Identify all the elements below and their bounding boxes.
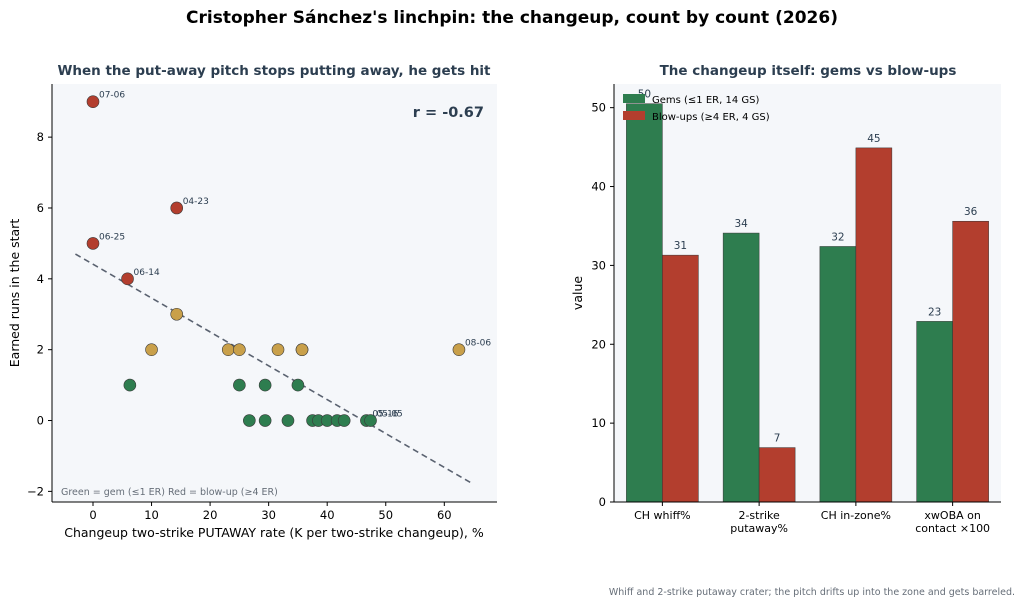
scatter-panel: When the put-away pitch stops putting aw…	[7, 63, 497, 540]
bar-title: The changeup itself: gems vs blow-ups	[660, 63, 957, 79]
scatter-point-blowup	[86, 95, 100, 109]
scatter-point-gem	[258, 378, 272, 392]
scatter-point-gem	[281, 414, 295, 427]
scatter-x-tick-label: 50	[378, 508, 393, 522]
scatter-legend-note: Green = gem (≤1 ER) Red = blow-up (≥4 ER…	[61, 487, 278, 498]
bar-gem	[819, 246, 857, 503]
bar-blowup	[855, 147, 893, 503]
bar-gem	[722, 232, 760, 503]
scatter-trend-line	[75, 253, 474, 485]
scatter-point-gem	[337, 414, 351, 427]
bar-blowup	[662, 254, 699, 503]
bar-blowup	[952, 220, 989, 503]
scatter-point-blowup	[170, 201, 184, 215]
scatter-y-tick-label: 2	[37, 343, 44, 357]
scatter-point-gem	[233, 378, 246, 392]
legend-label-gem: Gems (≤1 ER, 14 GS)	[652, 95, 759, 106]
bar-panel: The changeup itself: gems vs blow-ups 0 1…	[570, 63, 1001, 535]
scatter-point-label: 06-14	[134, 268, 160, 278]
figure-suptitle: Cristopher Sánchez's linchpin: the chang…	[186, 8, 838, 28]
scatter-point-label: 08-06	[465, 339, 491, 349]
scatter-point-gem	[123, 378, 137, 392]
bar-category-label: xwOBA on	[924, 509, 980, 522]
bar-value-label: 31	[674, 240, 687, 252]
scatter-title: When the put-away pitch stops putting aw…	[57, 63, 491, 79]
scatter-x-tick-label: 40	[320, 508, 335, 522]
bar-y-label: value	[570, 276, 585, 310]
scatter-correlation-annotation: r = -0.67	[413, 105, 484, 121]
figure-footnote: Whiff and 2-strike putaway crater; the p…	[609, 587, 1015, 598]
scatter-point-gem	[291, 378, 305, 392]
scatter-points	[86, 95, 466, 427]
bar-value-label: 36	[964, 206, 978, 218]
bar-category-label: CH in-zone%	[821, 509, 891, 522]
scatter-x-tick-label: 0	[89, 508, 96, 522]
scatter-point-blowup	[86, 237, 100, 250]
bar-y-tick-label: 0	[599, 495, 606, 509]
bar-value-label: 23	[928, 306, 941, 318]
scatter-y-tick-label: −2	[27, 484, 44, 498]
scatter-point-middle	[233, 343, 246, 356]
legend-swatch-blowup	[623, 111, 645, 120]
scatter-x-tick-label: 20	[203, 508, 218, 522]
scatter-y-tick-label: 8	[37, 130, 44, 144]
bar-gem	[626, 103, 663, 503]
bar-value-label: 32	[831, 231, 844, 243]
scatter-x-tick-label: 30	[261, 508, 276, 522]
bar-blowup	[758, 447, 796, 503]
legend-label-blowup: Blow-ups (≥4 ER, 4 GS)	[652, 112, 770, 123]
bar-legend: Gems (≤1 ER, 14 GS) Blow-ups (≥4 ER, 4 G…	[623, 94, 770, 123]
scatter-point-gem	[258, 414, 272, 427]
bar-value-label: 34	[734, 218, 748, 230]
scatter-point-middle	[221, 343, 235, 356]
bar-y-tick-label: 30	[591, 258, 606, 272]
bar-category-label: putaway%	[730, 522, 788, 535]
bar-category-label: contact ×100	[915, 522, 990, 535]
bar-y-tick-label: 20	[591, 337, 606, 351]
scatter-point-middle	[452, 343, 466, 356]
scatter-y-tick-label: 4	[37, 272, 44, 286]
scatter-plot-area	[52, 84, 497, 502]
bar-axis-ticks: 0 10 20 30 40 50	[591, 101, 614, 509]
bar-value-label: 45	[867, 133, 880, 145]
scatter-point-middle	[145, 343, 158, 356]
bar-y-tick-label: 50	[591, 101, 606, 115]
bar-value-label: 7	[774, 433, 781, 445]
bar-category-label: 2-strike	[738, 509, 780, 522]
bar-y-tick-label: 40	[591, 180, 606, 194]
scatter-point-middle	[170, 307, 184, 321]
scatter-axis-ticks: 0 10 20 30 40 50 60 −2 0 2 4 6 8	[27, 130, 452, 522]
bar-gem	[916, 321, 953, 503]
scatter-y-tick-label: 0	[37, 414, 44, 428]
scatter-x-label: Changeup two-strike PUTAWAY rate (K per …	[64, 525, 484, 540]
scatter-point-middle	[271, 343, 285, 356]
scatter-point-label: 04-23	[183, 197, 209, 207]
scatter-point-gem	[364, 414, 377, 427]
scatter-point-blowup	[121, 272, 134, 286]
scatter-y-label: Earned runs in the start	[7, 219, 22, 368]
scatter-point-middle	[295, 343, 309, 356]
legend-swatch-gem	[623, 94, 645, 103]
bar-y-tick-label: 10	[591, 416, 606, 430]
scatter-point-label: 05-05	[377, 410, 403, 420]
bar-category-label: CH whiff%	[634, 509, 691, 522]
scatter-point-gem	[243, 414, 256, 427]
scatter-point-label: 07-06	[99, 91, 125, 101]
bar-marks	[626, 103, 989, 503]
scatter-y-tick-label: 6	[37, 201, 44, 215]
scatter-point-label: 05-16	[372, 410, 398, 420]
scatter-point-label: 06-25	[99, 232, 125, 242]
scatter-x-tick-label: 10	[144, 508, 159, 522]
scatter-x-tick-label: 60	[437, 508, 452, 522]
